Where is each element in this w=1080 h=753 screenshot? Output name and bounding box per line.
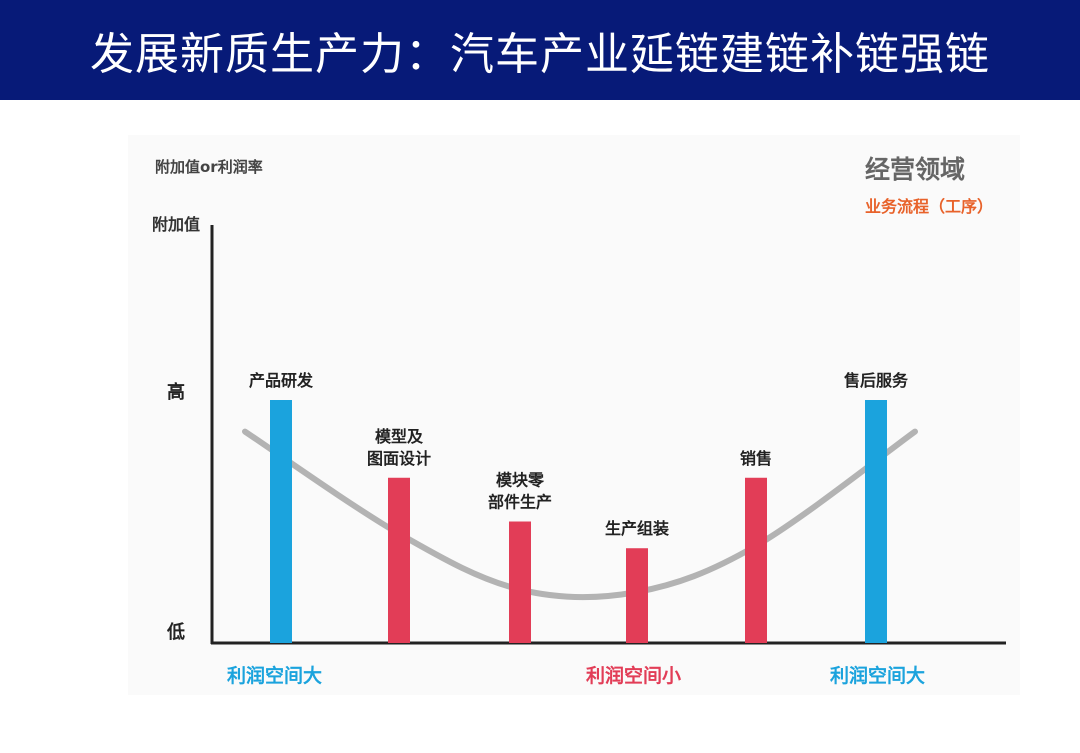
y-axis-label: 附加值	[152, 215, 200, 234]
domain-title: 经营领域	[865, 155, 965, 184]
smile-curve	[242, 428, 918, 601]
category-label-2-line-2: 图面设计	[367, 449, 431, 468]
bar-3	[509, 521, 531, 643]
bar-6	[865, 400, 887, 643]
page-title: 发展新质生产力：汽车产业延链建链补链强链	[90, 29, 990, 80]
category-label-6: 售后服务	[844, 371, 909, 390]
category-label-1: 产品研发	[249, 371, 314, 390]
bar-5	[745, 477, 767, 643]
category-label-3-line-2: 部件生产	[488, 493, 552, 512]
profit-label-left: 利润空间大	[227, 664, 322, 687]
title-banner: 发展新质生产力：汽车产业延链建链补链强链	[0, 0, 1080, 100]
y-tick-high: 高	[167, 381, 185, 403]
y-tick-low: 低	[166, 621, 185, 643]
profit-label-middle: 利润空间小	[586, 664, 681, 687]
category-label-4: 生产组装	[605, 519, 669, 538]
profit-label-right: 利润空间大	[830, 664, 925, 687]
bar-4	[626, 548, 648, 643]
bar-1	[270, 400, 292, 643]
category-label-2-line-1: 模型及	[375, 427, 424, 446]
category-label-5: 销售	[740, 449, 772, 468]
category-label-3-line-1: 模块零	[496, 471, 545, 490]
y-axis-title: 附加值or利润率	[155, 158, 263, 176]
bar-2	[388, 477, 410, 643]
domain-subtitle: 业务流程（工序）	[865, 197, 993, 216]
